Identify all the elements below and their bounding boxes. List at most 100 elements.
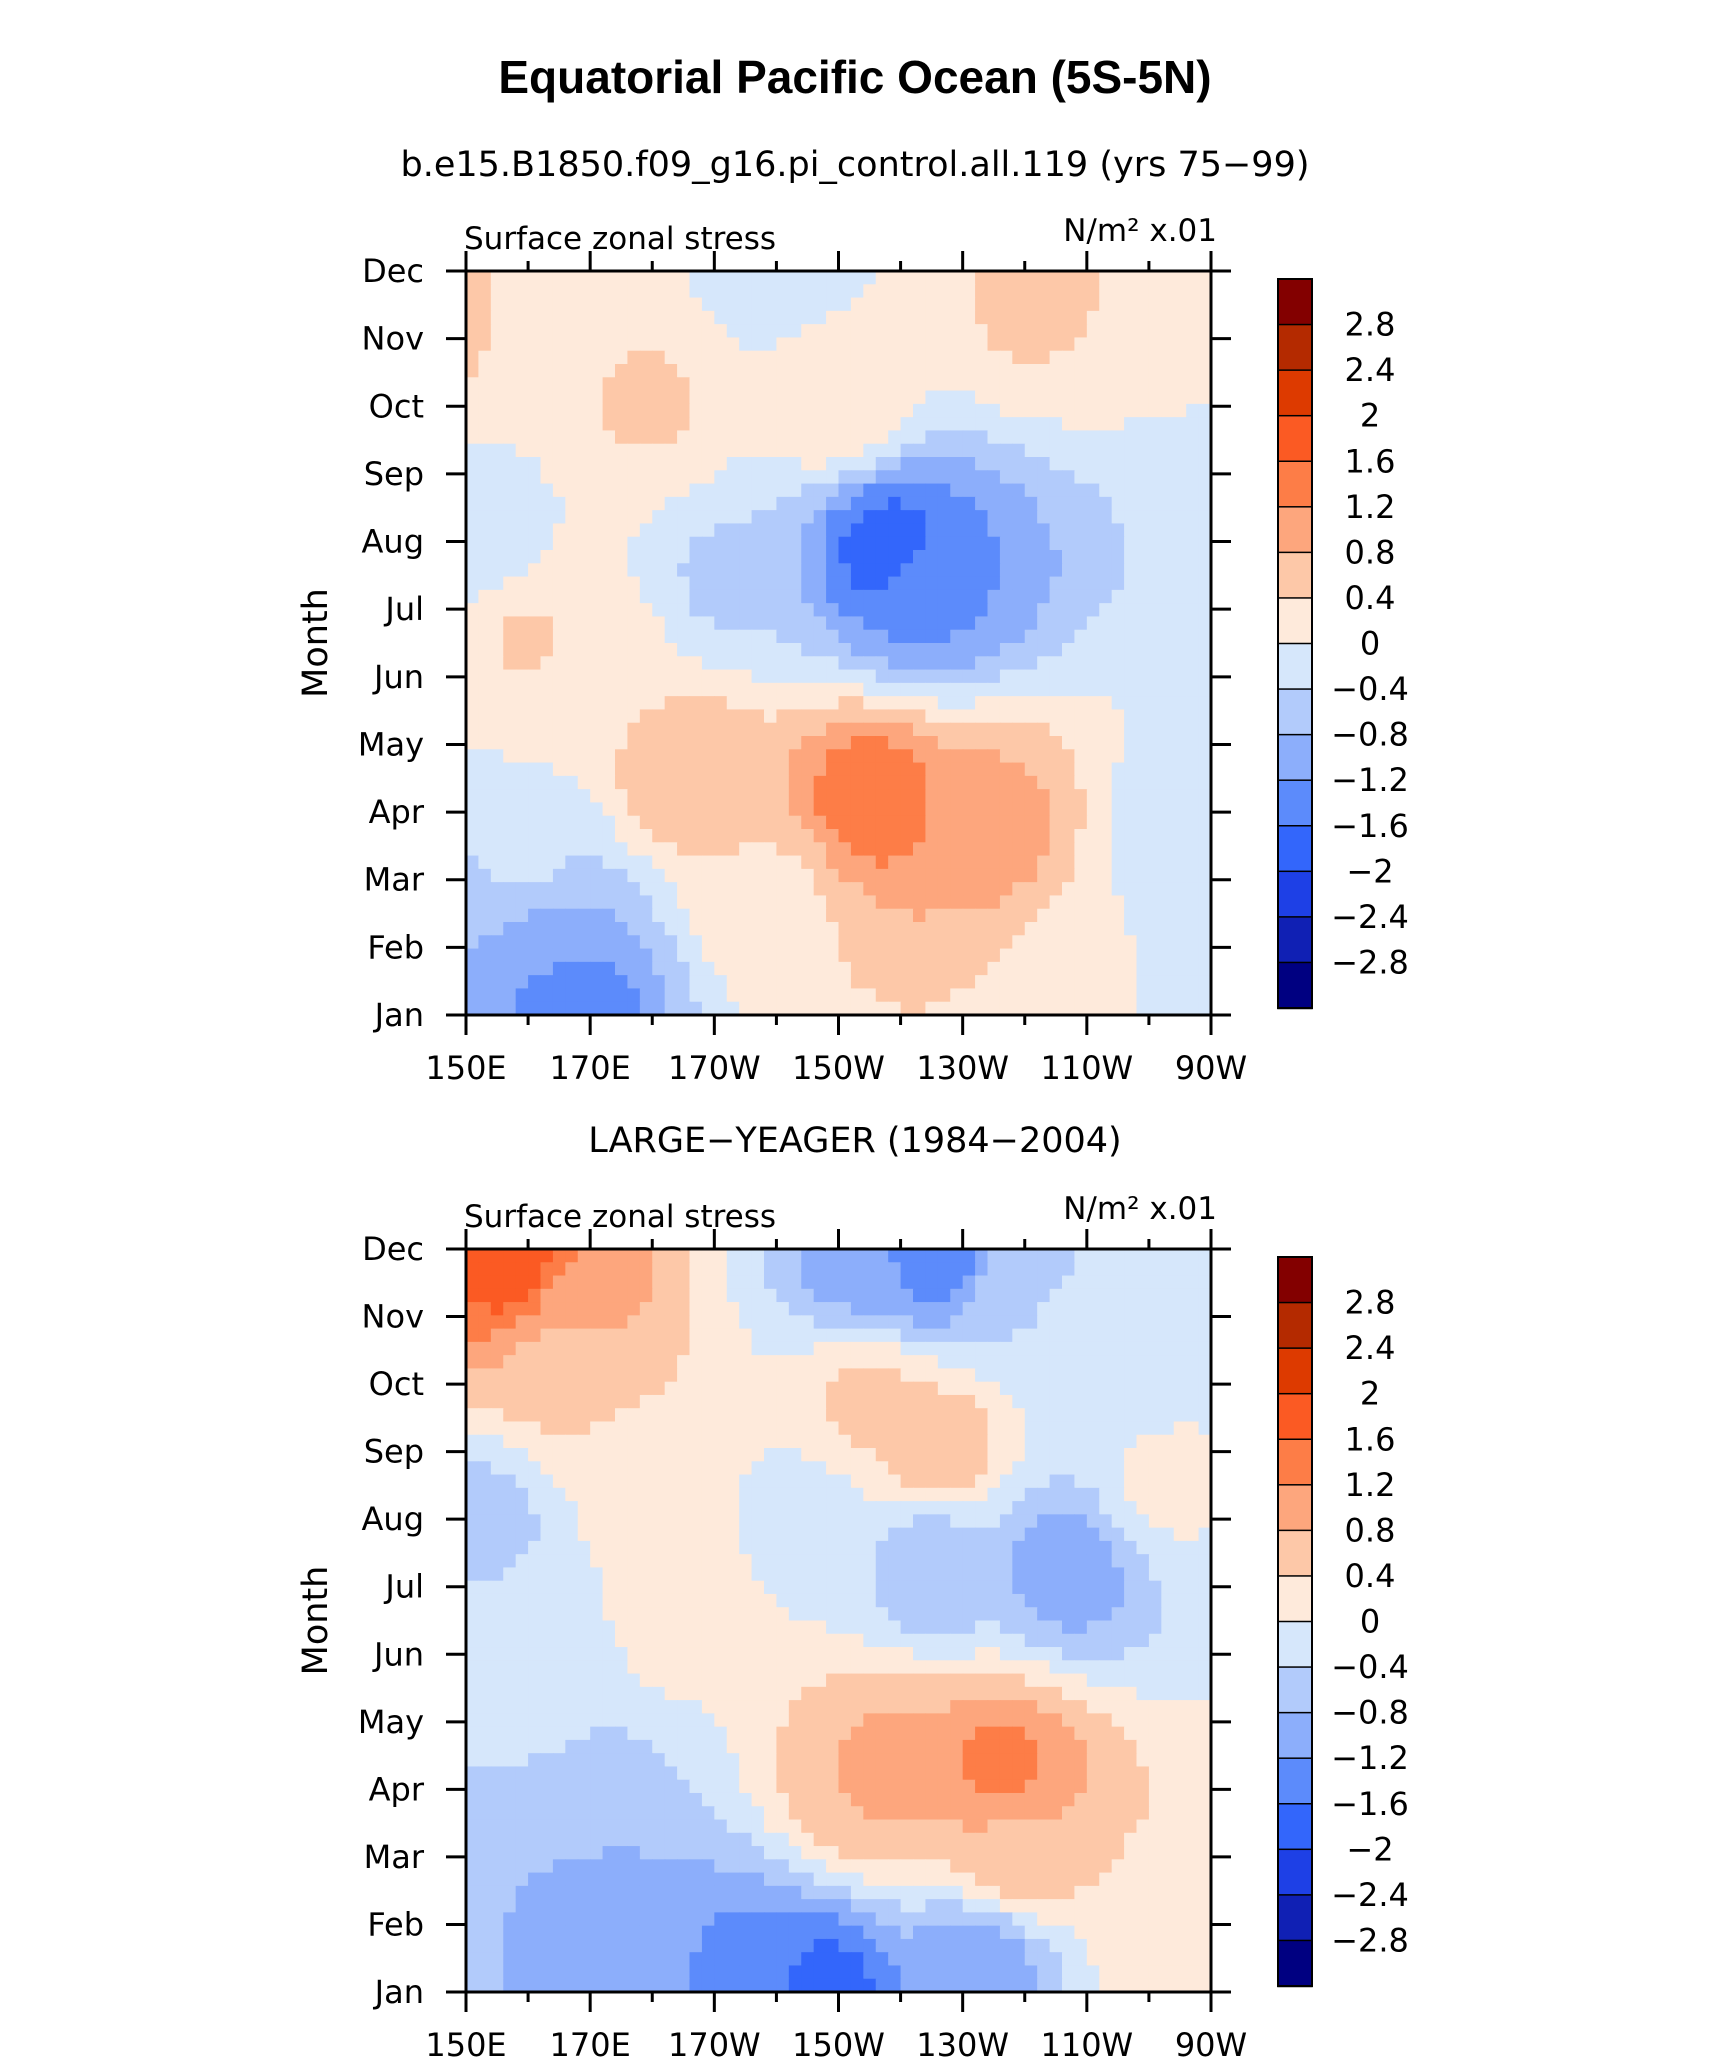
field-cell	[528, 882, 542, 897]
field-cell	[850, 350, 864, 365]
field-cell	[1111, 643, 1125, 657]
field-cell	[863, 1288, 877, 1303]
field-cell	[987, 496, 1001, 511]
field-cell	[999, 1540, 1013, 1555]
field-cell	[788, 1434, 802, 1449]
field-cell	[652, 908, 666, 923]
field-cell	[937, 1408, 951, 1423]
colorbar-swatch	[1277, 733, 1313, 782]
field-cell	[838, 1461, 852, 1476]
field-cell	[888, 496, 902, 511]
field-cell	[577, 1341, 591, 1356]
field-cell	[937, 775, 951, 790]
field-cell	[577, 709, 591, 724]
field-cell	[950, 762, 964, 777]
field-cell	[888, 603, 902, 618]
field-cell	[466, 696, 480, 711]
field-cell	[490, 1381, 504, 1396]
colorbar-label: 1.2	[1345, 488, 1396, 526]
field-cell	[478, 1368, 492, 1383]
field-cell	[863, 443, 877, 458]
field-cell	[615, 656, 629, 671]
field-cell	[764, 403, 778, 418]
field-cell	[528, 589, 542, 604]
field-cell	[850, 736, 864, 750]
field-cell	[1024, 1249, 1038, 1263]
field-cell	[664, 802, 678, 817]
field-cell	[801, 377, 815, 392]
field-cell	[677, 1461, 691, 1476]
field-cell	[950, 882, 964, 897]
field-cell	[776, 550, 790, 564]
field-cell	[801, 789, 815, 804]
field-cell	[937, 284, 951, 299]
field-cell	[1074, 1341, 1088, 1356]
field-cell	[515, 975, 529, 990]
field-cell	[863, 882, 877, 897]
field-cell	[913, 457, 927, 471]
field-cell	[875, 1275, 889, 1290]
field-cell	[714, 430, 728, 445]
field-cell	[540, 1540, 554, 1555]
field-cell	[813, 709, 827, 724]
field-cell	[590, 1381, 604, 1396]
field-cell	[1124, 749, 1138, 764]
field-cell	[515, 496, 529, 511]
field-cell	[1099, 749, 1113, 764]
field-cell	[602, 1540, 616, 1555]
field-cell	[1136, 948, 1150, 963]
field-cell	[627, 417, 641, 432]
field-cell	[1099, 1275, 1113, 1290]
field-cell	[801, 496, 815, 511]
field-cell	[900, 417, 914, 432]
field-cell	[1037, 536, 1051, 551]
field-cell	[540, 1262, 554, 1277]
field-cell	[1161, 935, 1175, 950]
field-cell	[1136, 1394, 1150, 1409]
field-cell	[875, 563, 889, 578]
field-cell	[528, 576, 542, 591]
field-cell	[838, 922, 852, 936]
field-cell	[466, 550, 480, 564]
field-cell	[900, 616, 914, 631]
field-cell	[776, 589, 790, 604]
field-cell	[565, 948, 579, 963]
field-cell	[764, 350, 778, 365]
field-cell	[466, 483, 480, 498]
field-cell	[490, 297, 504, 312]
field-cell	[1124, 603, 1138, 618]
field-cell	[925, 722, 939, 737]
field-cell	[1024, 1567, 1038, 1582]
field-cell	[466, 975, 480, 990]
field-cell	[615, 1461, 629, 1476]
field-cell	[900, 324, 914, 339]
field-cell	[788, 736, 802, 750]
field-cell	[528, 696, 542, 711]
field-cell	[801, 1448, 815, 1462]
field-cell	[1198, 682, 1212, 697]
field-cell	[652, 1514, 666, 1529]
field-cell	[999, 1302, 1013, 1316]
field-cell	[863, 470, 877, 485]
field-cell	[739, 829, 753, 843]
field-cell	[602, 1394, 616, 1409]
field-cell	[900, 736, 914, 750]
field-cell	[925, 775, 939, 790]
field-cell	[788, 403, 802, 418]
field-cell	[478, 536, 492, 551]
field-cell	[863, 895, 877, 910]
field-cell	[1062, 643, 1076, 657]
field-cell	[863, 576, 877, 591]
field-cell	[503, 643, 517, 657]
field-cell	[937, 709, 951, 724]
field-cell	[850, 669, 864, 684]
field-cell	[1111, 629, 1125, 644]
field-cell	[714, 616, 728, 631]
field-cell	[863, 496, 877, 511]
field-cell	[838, 536, 852, 551]
field-cell	[1074, 589, 1088, 604]
field-cell	[764, 443, 778, 458]
field-cell	[1086, 417, 1100, 432]
field-cell	[627, 696, 641, 711]
field-cell	[639, 1381, 653, 1396]
